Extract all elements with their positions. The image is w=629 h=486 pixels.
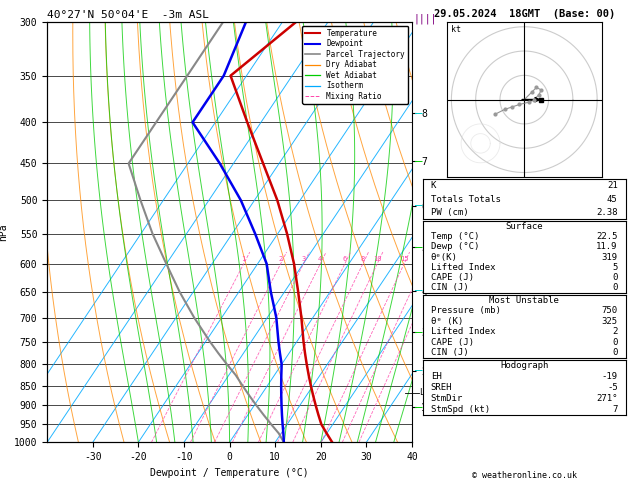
X-axis label: Dewpoint / Temperature (°C): Dewpoint / Temperature (°C) — [150, 468, 309, 478]
Text: Hodograph: Hodograph — [500, 361, 548, 370]
Text: 750: 750 — [601, 306, 618, 315]
Text: Pressure (mb): Pressure (mb) — [431, 306, 501, 315]
Text: 0: 0 — [613, 338, 618, 347]
Text: 271°: 271° — [596, 394, 618, 403]
Text: -19: -19 — [601, 372, 618, 381]
Text: –: – — [415, 199, 423, 212]
Text: 29.05.2024  18GMT  (Base: 00): 29.05.2024 18GMT (Base: 00) — [433, 9, 615, 19]
Text: 10: 10 — [373, 256, 381, 262]
Text: θᵉ (K): θᵉ (K) — [431, 317, 463, 326]
Legend: Temperature, Dewpoint, Parcel Trajectory, Dry Adiabat, Wet Adiabat, Isotherm, Mi: Temperature, Dewpoint, Parcel Trajectory… — [302, 26, 408, 104]
Text: K: K — [431, 181, 436, 191]
Text: EH: EH — [431, 372, 442, 381]
Text: ||||: |||| — [413, 14, 437, 24]
Text: –: – — [415, 326, 423, 339]
Text: CIN (J): CIN (J) — [431, 348, 469, 357]
Text: CIN (J): CIN (J) — [431, 283, 469, 293]
Text: 2: 2 — [613, 328, 618, 336]
Text: 40°27'N 50°04'E  -3m ASL: 40°27'N 50°04'E -3m ASL — [47, 10, 209, 20]
Text: Temp (°C): Temp (°C) — [431, 232, 479, 241]
Text: kt: kt — [452, 25, 462, 34]
Text: © weatheronline.co.uk: © weatheronline.co.uk — [472, 471, 577, 480]
Text: 7: 7 — [613, 405, 618, 414]
Text: 2: 2 — [279, 256, 282, 262]
Text: CAPE (J): CAPE (J) — [431, 338, 474, 347]
Text: 45: 45 — [607, 195, 618, 204]
Text: -5: -5 — [607, 383, 618, 392]
Text: –: – — [415, 155, 423, 168]
Text: 325: 325 — [601, 317, 618, 326]
Text: 22.5: 22.5 — [596, 232, 618, 241]
Text: 6: 6 — [343, 256, 347, 262]
Text: –: – — [415, 401, 423, 414]
Text: Surface: Surface — [506, 222, 543, 231]
Y-axis label: hPa: hPa — [0, 223, 8, 241]
Text: –: – — [415, 284, 423, 297]
Text: 0: 0 — [613, 283, 618, 293]
Text: PW (cm): PW (cm) — [431, 208, 469, 217]
Text: Totals Totals: Totals Totals — [431, 195, 501, 204]
Text: –: – — [415, 364, 423, 377]
Text: Lifted Index: Lifted Index — [431, 263, 495, 272]
Text: 4: 4 — [318, 256, 322, 262]
Text: Most Unstable: Most Unstable — [489, 296, 559, 305]
Text: –: – — [415, 107, 423, 120]
Text: Lifted Index: Lifted Index — [431, 328, 495, 336]
Text: 2.38: 2.38 — [596, 208, 618, 217]
Text: 5: 5 — [613, 263, 618, 272]
Text: 21: 21 — [607, 181, 618, 191]
Text: StmSpd (kt): StmSpd (kt) — [431, 405, 490, 414]
Text: 11.9: 11.9 — [596, 243, 618, 251]
Text: –: – — [415, 241, 423, 254]
Y-axis label: km
ASL: km ASL — [445, 223, 459, 242]
Text: StmDir: StmDir — [431, 394, 463, 403]
Text: 8: 8 — [360, 256, 365, 262]
Text: 1: 1 — [242, 256, 246, 262]
Text: CAPE (J): CAPE (J) — [431, 273, 474, 282]
Text: SREH: SREH — [431, 383, 452, 392]
Text: 0: 0 — [613, 348, 618, 357]
Text: Dewp (°C): Dewp (°C) — [431, 243, 479, 251]
Text: 3: 3 — [301, 256, 306, 262]
Text: LCL: LCL — [420, 388, 434, 398]
Text: 15: 15 — [400, 256, 408, 262]
Text: 319: 319 — [601, 253, 618, 261]
Text: θᵉ(K): θᵉ(K) — [431, 253, 458, 261]
Text: 0: 0 — [613, 273, 618, 282]
